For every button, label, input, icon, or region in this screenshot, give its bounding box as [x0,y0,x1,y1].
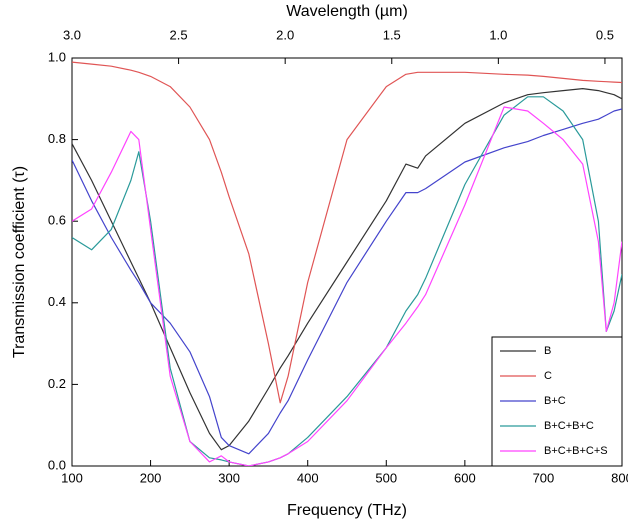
x-tick-label: 200 [140,470,162,485]
y-tick-label: 1.0 [48,49,66,64]
y-tick-label: 0.6 [48,213,66,228]
x2-tick-label: 3.0 [63,27,81,42]
plot-frame [71,57,623,467]
x2-tick-label: 1.5 [383,27,401,42]
series-line [72,96,622,466]
x2-axis-label: Wavelength (µm) [286,3,408,20]
x-tick-label: 300 [218,470,240,485]
series-line [72,108,622,455]
x-tick-label: 500 [375,470,397,485]
x-tick-label: 100 [61,470,83,485]
x2-tick-label: 2.0 [276,27,294,42]
x-tick-label: 600 [454,470,476,485]
y-tick-label: 0.4 [48,294,66,309]
y-tick-label: 0.0 [48,457,66,472]
x-axis-label: Frequency (THz) [287,502,407,519]
x-tick-label: 700 [533,470,555,485]
legend-label: B+C+B+C+S [544,445,608,457]
legend-label: B [544,345,551,357]
x-tick-label: 800 [611,470,628,485]
y-axis-label: Transmission coefficient (τ) [11,166,28,358]
series-group [72,61,622,466]
x2-tick-label: 2.5 [170,27,188,42]
y-tick-label: 0.2 [48,376,66,391]
series-line [72,61,622,404]
x2-tick-label: 0.5 [596,27,614,42]
legend-label: B+C [544,395,566,407]
series-line [72,106,622,466]
legend-label: B+C+B+C [544,420,594,432]
y-tick-label: 0.8 [48,131,66,146]
legend-label: C [544,370,552,382]
x2-tick-label: 1.0 [489,27,507,42]
x-tick-label: 400 [297,470,319,485]
